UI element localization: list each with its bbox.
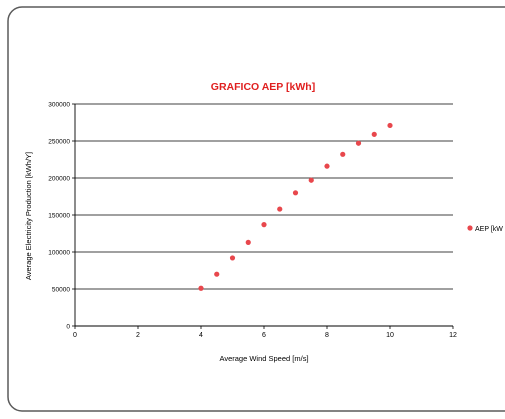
data-point [292,190,299,196]
y-axis-label: Average Electricity Production [kWh/Y] [24,152,33,280]
x-tick-label: 12 [449,332,457,339]
x-tick-label: 4 [199,332,203,339]
x-tick-label: 10 [386,332,394,339]
y-tick-label: 50000 [52,287,70,294]
x-tick-label: 6 [262,332,266,339]
data-point [387,122,393,129]
legend-marker [467,225,473,231]
data-points [198,122,393,291]
grid-lines [75,103,453,290]
chart-border [7,6,505,412]
data-point [355,140,362,146]
y-tick-label: 250000 [48,139,70,146]
y-tick-label: 0 [66,324,70,331]
x-axis-label: Average Wind Speed [m/s] [219,354,308,363]
data-point [277,206,283,212]
legend-label: AEP [kW [475,226,503,233]
x-tick-label: 0 [73,332,77,339]
axes [72,103,454,329]
data-point [214,271,220,277]
data-point [324,163,330,169]
y-tick-label: 150000 [48,213,70,220]
chart-title: GRAFICO AEP [kWh] [211,81,315,93]
data-point [245,239,251,245]
data-point [340,151,346,157]
x-tick-label: 8 [325,332,329,339]
y-tick-label: 300000 [48,102,70,109]
x-tick-label: 2 [136,332,140,339]
data-point [261,222,267,228]
legend: AEP [kW [467,225,503,233]
y-tick-label: 100000 [48,250,70,257]
data-point [308,177,314,183]
x-tick-labels: 0 2 4 6 8 10 12 [73,332,457,339]
data-point [198,285,204,291]
data-point [229,255,236,261]
y-tick-label: 200000 [48,176,70,183]
data-point [371,131,377,137]
y-tick-labels: 0 50000 100000 150000 200000 250000 300000 [48,102,70,331]
